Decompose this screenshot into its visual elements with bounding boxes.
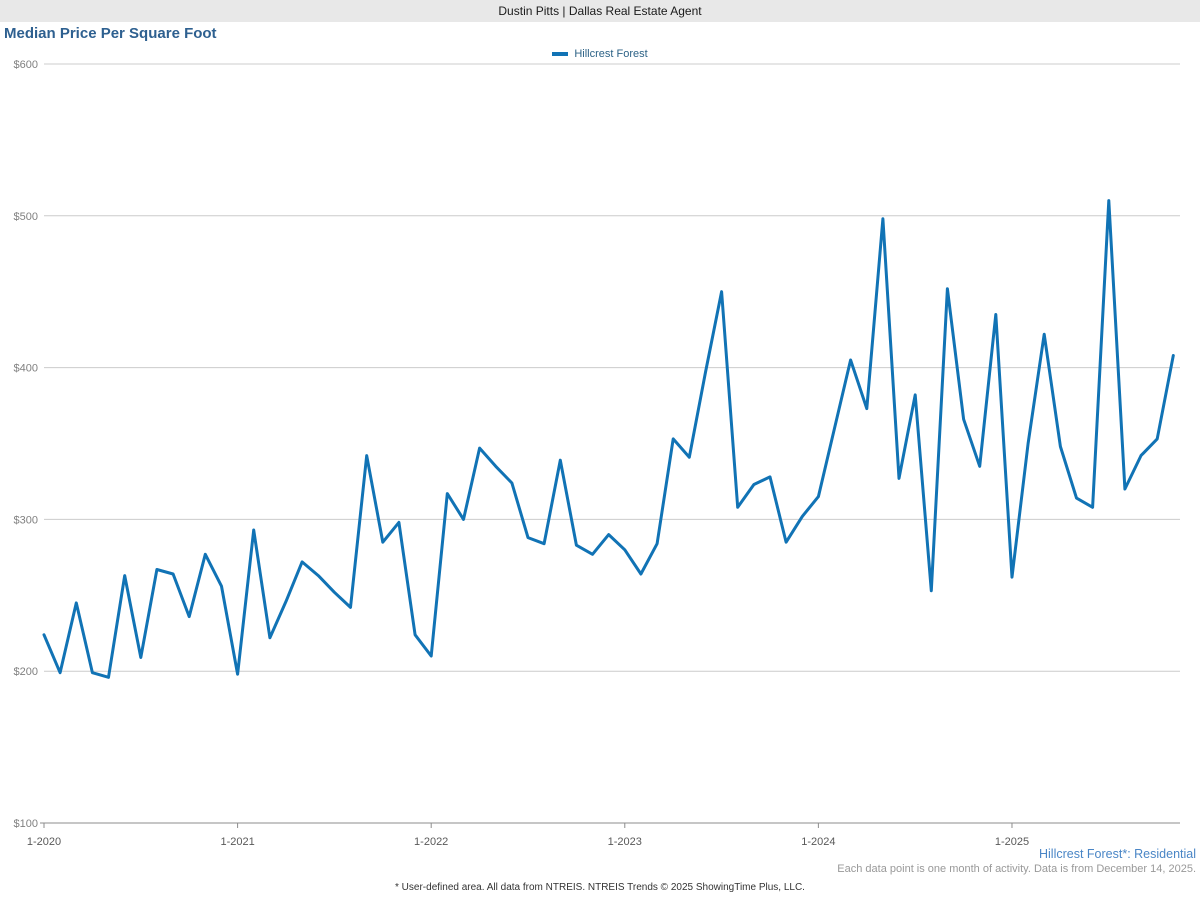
y-axis-label: $500: [14, 211, 38, 223]
series-note: Hillcrest Forest*: Residential: [1039, 847, 1196, 861]
x-axis-label: 1-2020: [27, 836, 61, 848]
y-axis-label: $100: [14, 818, 38, 830]
x-axis-label: 1-2025: [995, 836, 1029, 848]
data-note: Each data point is one month of activity…: [837, 863, 1196, 875]
header-bar: Dustin Pitts | Dallas Real Estate Agent: [0, 0, 1200, 22]
x-axis-label: 1-2021: [220, 836, 254, 848]
y-axis-label: $200: [14, 666, 38, 678]
page-title: Median Price Per Square Foot: [4, 25, 217, 42]
y-axis-label: $600: [14, 59, 38, 71]
chart-legend: Hillcrest Forest: [0, 47, 1200, 61]
x-axis-label: 1-2022: [414, 836, 448, 848]
x-axis-label: 1-2023: [608, 836, 642, 848]
footer-disclaimer: * User-defined area. All data from NTREI…: [395, 882, 805, 893]
y-axis-label: $400: [14, 363, 38, 375]
x-axis-label: 1-2024: [801, 836, 835, 848]
y-axis-label: $300: [14, 514, 38, 526]
legend-series-label: Hillcrest Forest: [574, 48, 648, 60]
header-title: Dustin Pitts | Dallas Real Estate Agent: [498, 4, 702, 18]
legend-line-swatch: [552, 52, 569, 56]
series-line-hillcrest-forest: [42, 199, 1175, 679]
